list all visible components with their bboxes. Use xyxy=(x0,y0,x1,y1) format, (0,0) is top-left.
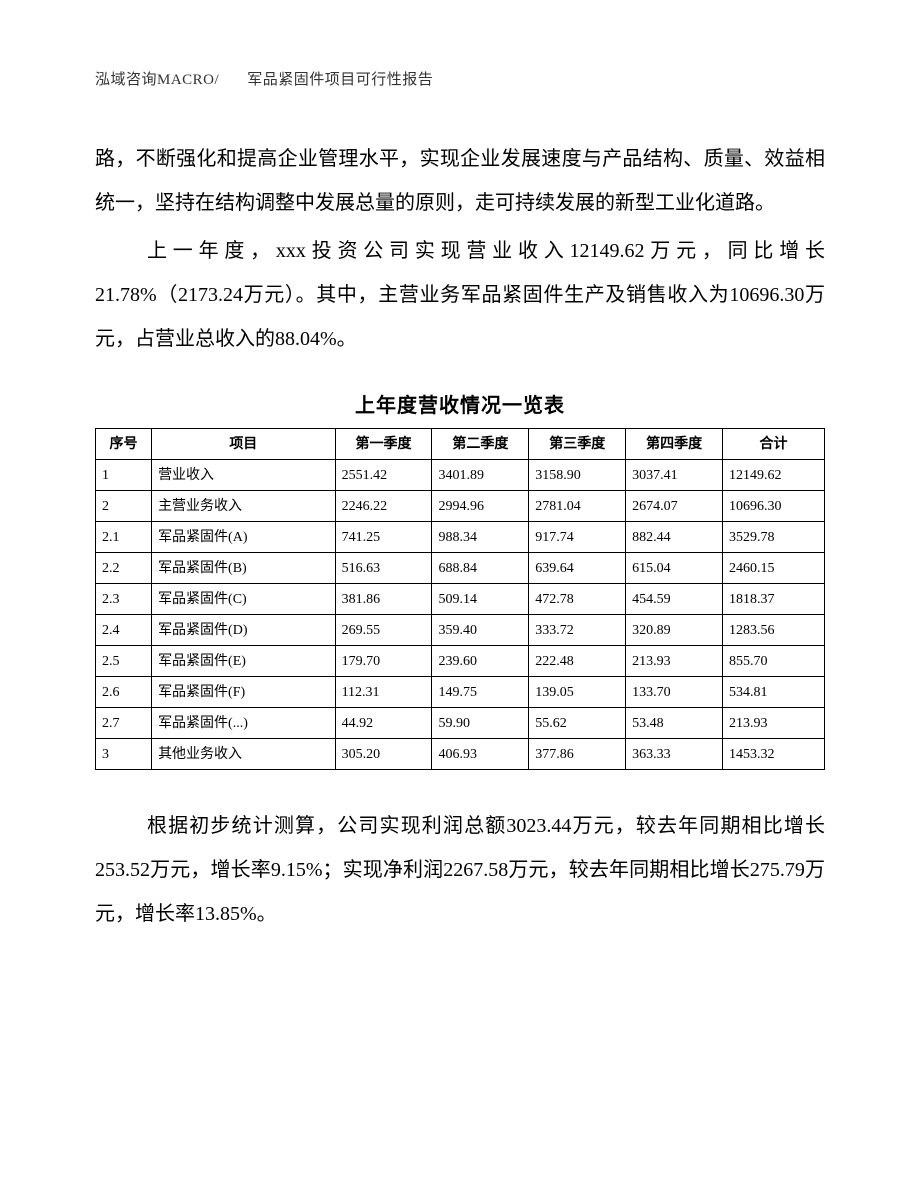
paragraph-3: 根据初步统计测算，公司实现利润总额3023.44万元，较去年同期相比增长253.… xyxy=(95,804,825,936)
cell: 2460.15 xyxy=(723,553,825,584)
page-header: 泓域咨询MACRO/军品紧固件项目可行性报告 xyxy=(95,68,825,89)
table-row: 2.5 军品紧固件(E) 179.70 239.60 222.48 213.93… xyxy=(96,646,825,677)
table-row: 2.1 军品紧固件(A) 741.25 988.34 917.74 882.44… xyxy=(96,522,825,553)
cell: 3158.90 xyxy=(529,460,626,491)
header-left: 泓域咨询MACRO/ xyxy=(95,72,219,88)
cell: 179.70 xyxy=(335,646,432,677)
table-row: 2.6 军品紧固件(F) 112.31 149.75 139.05 133.70… xyxy=(96,677,825,708)
cell: 军品紧固件(C) xyxy=(152,584,336,615)
revenue-table: 序号 项目 第一季度 第二季度 第三季度 第四季度 合计 1 营业收入 2551… xyxy=(95,428,825,770)
cell: 917.74 xyxy=(529,522,626,553)
cell: 213.93 xyxy=(626,646,723,677)
table-body: 1 营业收入 2551.42 3401.89 3158.90 3037.41 1… xyxy=(96,460,825,770)
cell: 1818.37 xyxy=(723,584,825,615)
table-row: 1 营业收入 2551.42 3401.89 3158.90 3037.41 1… xyxy=(96,460,825,491)
cell: 3529.78 xyxy=(723,522,825,553)
cell: 615.04 xyxy=(626,553,723,584)
col-seq: 序号 xyxy=(96,429,152,460)
header-right: 军品紧固件项目可行性报告 xyxy=(247,72,433,88)
cell: 688.84 xyxy=(432,553,529,584)
cell: 509.14 xyxy=(432,584,529,615)
cell: 2781.04 xyxy=(529,491,626,522)
cell: 149.75 xyxy=(432,677,529,708)
paragraph-2: 上一年度，xxx投资公司实现营业收入12149.62万元，同比增长21.78%（… xyxy=(95,229,825,361)
col-total: 合计 xyxy=(723,429,825,460)
cell: 139.05 xyxy=(529,677,626,708)
cell: 3 xyxy=(96,739,152,770)
cell: 2.2 xyxy=(96,553,152,584)
cell: 军品紧固件(A) xyxy=(152,522,336,553)
cell: 44.92 xyxy=(335,708,432,739)
cell: 2.5 xyxy=(96,646,152,677)
cell: 10696.30 xyxy=(723,491,825,522)
cell: 2.7 xyxy=(96,708,152,739)
cell: 2.3 xyxy=(96,584,152,615)
cell: 741.25 xyxy=(335,522,432,553)
cell: 213.93 xyxy=(723,708,825,739)
cell: 239.60 xyxy=(432,646,529,677)
table-row: 2.7 军品紧固件(...) 44.92 59.90 55.62 53.48 2… xyxy=(96,708,825,739)
cell: 3037.41 xyxy=(626,460,723,491)
table-header-row: 序号 项目 第一季度 第二季度 第三季度 第四季度 合计 xyxy=(96,429,825,460)
cell: 59.90 xyxy=(432,708,529,739)
cell: 2 xyxy=(96,491,152,522)
col-q1: 第一季度 xyxy=(335,429,432,460)
cell: 516.63 xyxy=(335,553,432,584)
cell: 359.40 xyxy=(432,615,529,646)
cell: 305.20 xyxy=(335,739,432,770)
cell: 882.44 xyxy=(626,522,723,553)
col-q2: 第二季度 xyxy=(432,429,529,460)
cell: 1283.56 xyxy=(723,615,825,646)
cell: 377.86 xyxy=(529,739,626,770)
cell: 2994.96 xyxy=(432,491,529,522)
cell: 855.70 xyxy=(723,646,825,677)
cell: 133.70 xyxy=(626,677,723,708)
cell: 军品紧固件(E) xyxy=(152,646,336,677)
col-item: 项目 xyxy=(152,429,336,460)
cell: 269.55 xyxy=(335,615,432,646)
cell: 2.1 xyxy=(96,522,152,553)
cell: 2.4 xyxy=(96,615,152,646)
cell: 12149.62 xyxy=(723,460,825,491)
cell: 2551.42 xyxy=(335,460,432,491)
page: 泓域咨询MACRO/军品紧固件项目可行性报告 路，不断强化和提高企业管理水平，实… xyxy=(0,0,920,1191)
col-q3: 第三季度 xyxy=(529,429,626,460)
cell: 其他业务收入 xyxy=(152,739,336,770)
cell: 2246.22 xyxy=(335,491,432,522)
cell: 406.93 xyxy=(432,739,529,770)
table-row: 3 其他业务收入 305.20 406.93 377.86 363.33 145… xyxy=(96,739,825,770)
cell: 320.89 xyxy=(626,615,723,646)
paragraph-1: 路，不断强化和提高企业管理水平，实现企业发展速度与产品结构、质量、效益相统一，坚… xyxy=(95,137,825,225)
table-title: 上年度营收情况一览表 xyxy=(95,389,825,418)
cell: 2674.07 xyxy=(626,491,723,522)
cell: 333.72 xyxy=(529,615,626,646)
cell: 1 xyxy=(96,460,152,491)
cell: 534.81 xyxy=(723,677,825,708)
cell: 3401.89 xyxy=(432,460,529,491)
cell: 53.48 xyxy=(626,708,723,739)
cell: 988.34 xyxy=(432,522,529,553)
table-row: 2.2 军品紧固件(B) 516.63 688.84 639.64 615.04… xyxy=(96,553,825,584)
cell: 55.62 xyxy=(529,708,626,739)
cell: 363.33 xyxy=(626,739,723,770)
table-row: 2.3 军品紧固件(C) 381.86 509.14 472.78 454.59… xyxy=(96,584,825,615)
cell: 军品紧固件(D) xyxy=(152,615,336,646)
cell: 主营业务收入 xyxy=(152,491,336,522)
cell: 军品紧固件(...) xyxy=(152,708,336,739)
cell: 军品紧固件(F) xyxy=(152,677,336,708)
cell: 2.6 xyxy=(96,677,152,708)
cell: 112.31 xyxy=(335,677,432,708)
cell: 454.59 xyxy=(626,584,723,615)
cell: 1453.32 xyxy=(723,739,825,770)
cell: 639.64 xyxy=(529,553,626,584)
cell: 222.48 xyxy=(529,646,626,677)
table-row: 2.4 军品紧固件(D) 269.55 359.40 333.72 320.89… xyxy=(96,615,825,646)
cell: 营业收入 xyxy=(152,460,336,491)
cell: 381.86 xyxy=(335,584,432,615)
cell: 472.78 xyxy=(529,584,626,615)
cell: 军品紧固件(B) xyxy=(152,553,336,584)
col-q4: 第四季度 xyxy=(626,429,723,460)
table-row: 2 主营业务收入 2246.22 2994.96 2781.04 2674.07… xyxy=(96,491,825,522)
